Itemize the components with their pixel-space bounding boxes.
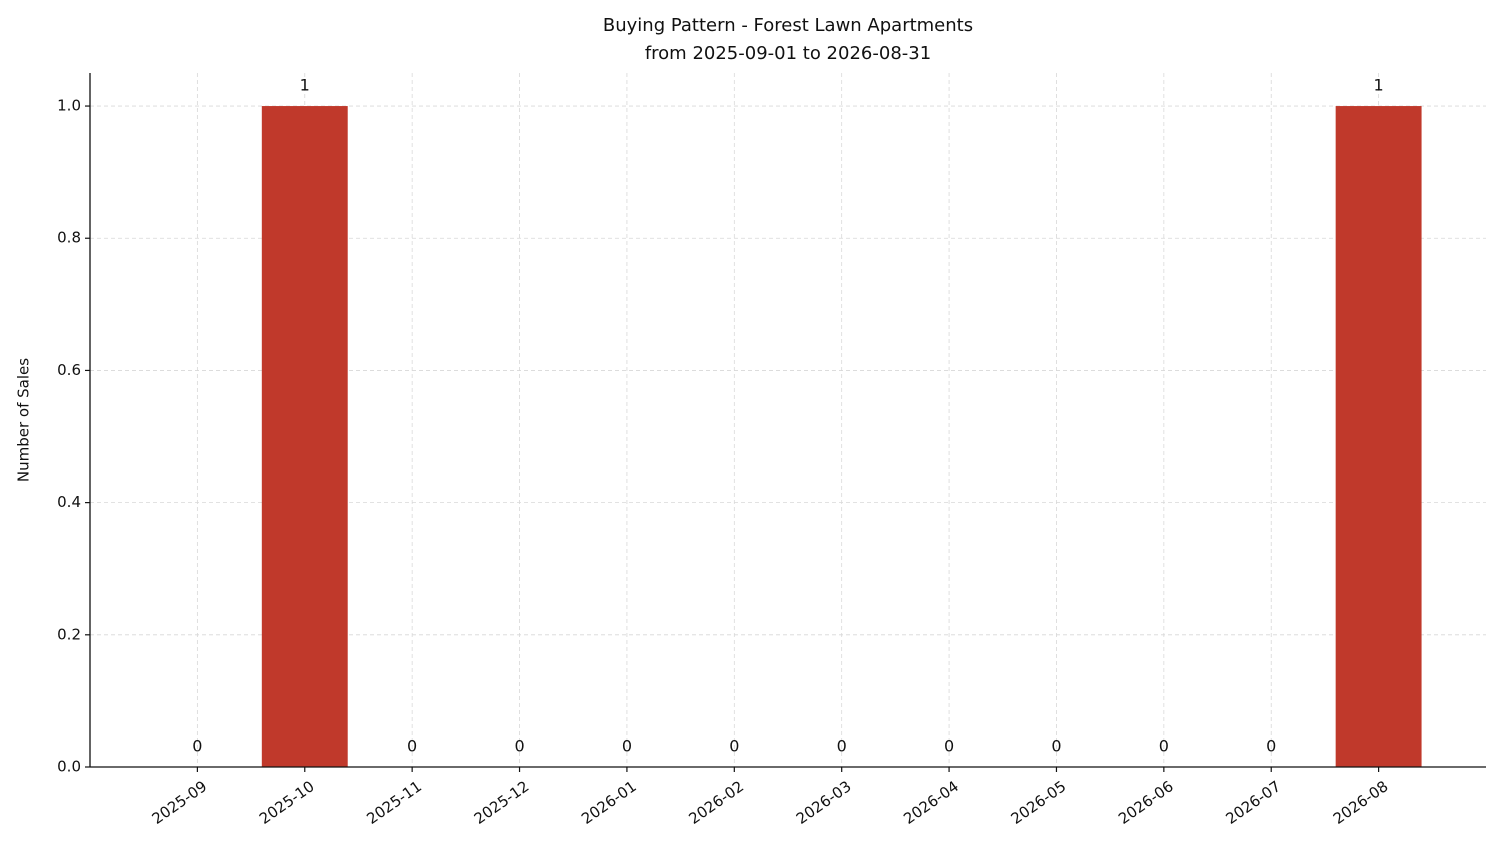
x-tick-label: 2025-10 — [256, 777, 318, 828]
data-label: 1 — [300, 76, 310, 95]
y-tick-label: 0.2 — [57, 625, 81, 643]
chart-subtitle: from 2025-09-01 to 2026-08-31 — [645, 43, 931, 64]
x-tick-label: 2026-03 — [793, 777, 855, 828]
y-tick-label: 0.6 — [57, 361, 81, 379]
data-label: 0 — [1051, 737, 1061, 756]
x-tick-label: 2026-01 — [578, 777, 640, 828]
data-label: 0 — [944, 737, 954, 756]
x-tick-label: 2026-06 — [1115, 777, 1177, 828]
chart-title: Buying Pattern - Forest Lawn Apartments — [603, 15, 973, 36]
data-label: 0 — [837, 737, 847, 756]
bar — [261, 106, 348, 768]
data-label: 0 — [1266, 737, 1276, 756]
y-axis-label: Number of Sales — [15, 358, 33, 482]
data-label: 0 — [1159, 737, 1169, 756]
x-tick-label: 2026-07 — [1222, 777, 1284, 828]
x-tick-label: 2025-09 — [149, 777, 211, 828]
y-tick-label: 0.4 — [57, 493, 81, 511]
x-tick-label: 2026-08 — [1330, 777, 1392, 828]
data-label: 0 — [514, 737, 524, 756]
x-tick-label: 2026-05 — [1008, 777, 1070, 828]
data-label: 0 — [622, 737, 632, 756]
bar — [1335, 106, 1422, 768]
y-tick-label: 0.8 — [57, 229, 81, 247]
y-tick-label: 1.0 — [57, 97, 81, 115]
data-label: 0 — [192, 737, 202, 756]
data-label: 0 — [407, 737, 417, 756]
data-label: 0 — [729, 737, 739, 756]
x-tick-label: 2025-11 — [363, 777, 425, 828]
x-tick-label: 2026-04 — [900, 777, 962, 828]
data-label: 1 — [1374, 76, 1384, 95]
y-tick-label: 0.0 — [57, 758, 81, 776]
x-tick-label: 2026-02 — [686, 777, 748, 828]
x-tick-label: 2025-12 — [471, 777, 533, 828]
